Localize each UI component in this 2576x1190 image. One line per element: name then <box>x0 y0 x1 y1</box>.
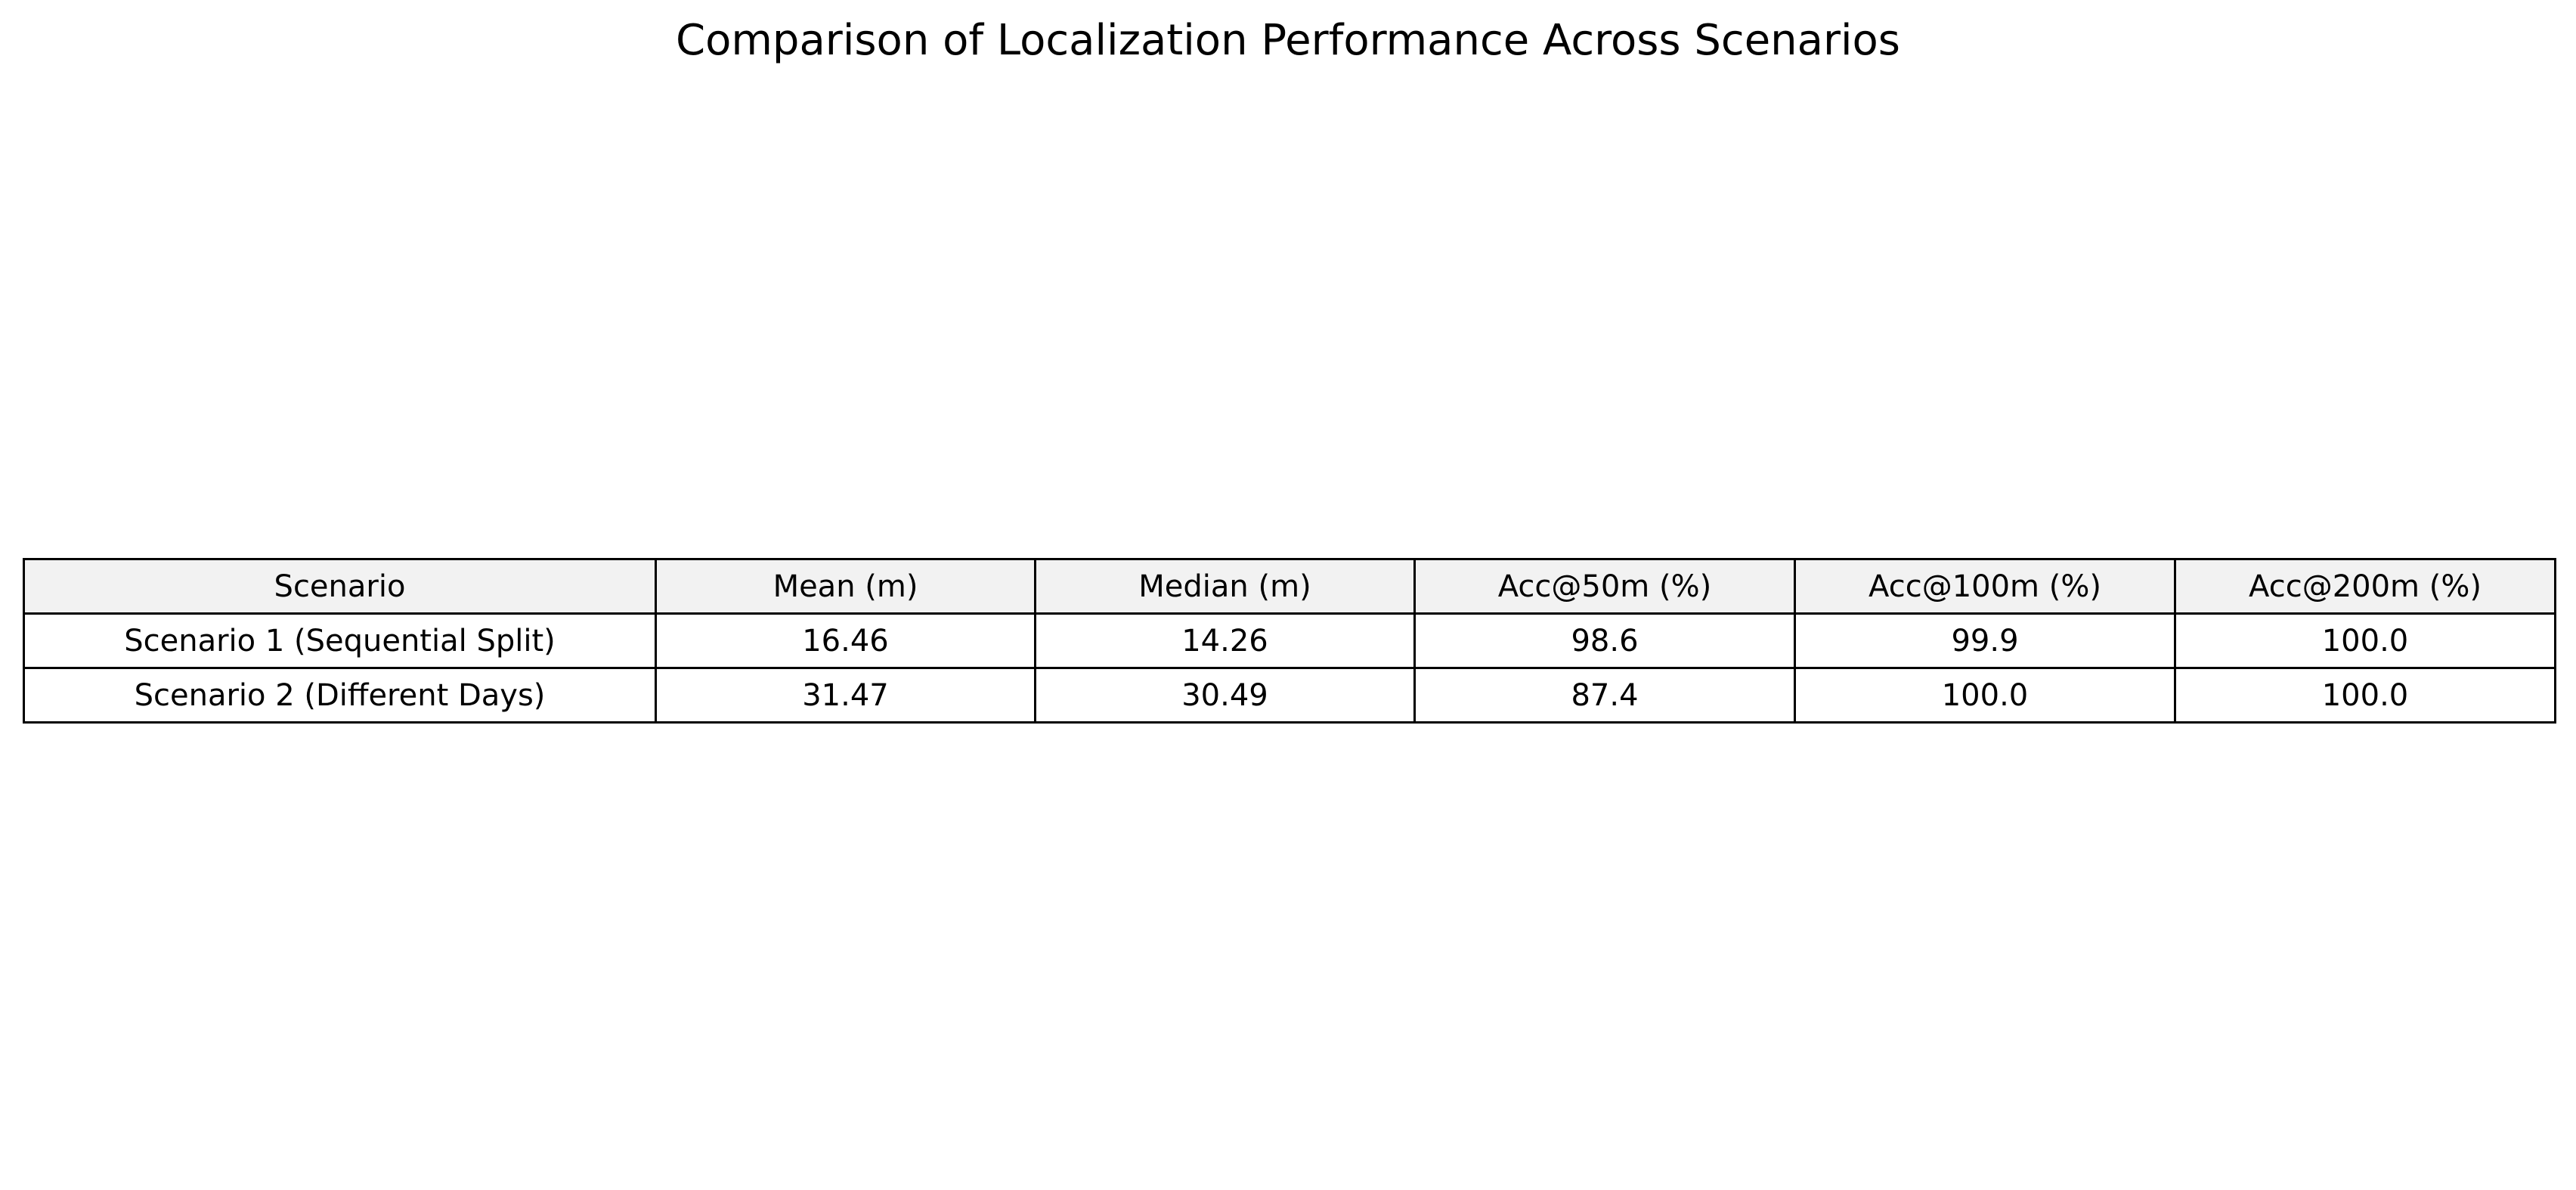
column-header-acc100: Acc@100m (%) <box>1794 558 2176 615</box>
table-row: Scenario 1 (Sequential Split) 16.46 14.2… <box>23 612 2556 669</box>
cell-acc200: 100.0 <box>2174 667 2556 724</box>
cell-acc50: 87.4 <box>1413 667 1796 724</box>
column-header-mean: Mean (m) <box>655 558 1036 615</box>
cell-median: 14.26 <box>1034 612 1416 669</box>
cell-acc200: 100.0 <box>2174 612 2556 669</box>
cell-scenario: Scenario 2 (Different Days) <box>23 667 657 724</box>
cell-acc100: 100.0 <box>1794 667 2176 724</box>
cell-acc100: 99.9 <box>1794 612 2176 669</box>
column-header-acc200: Acc@200m (%) <box>2174 558 2556 615</box>
chart-title: Comparison of Localization Performance A… <box>676 16 1900 65</box>
column-header-scenario: Scenario <box>23 558 657 615</box>
column-header-acc50: Acc@50m (%) <box>1413 558 1796 615</box>
table-header-row: Scenario Mean (m) Median (m) Acc@50m (%)… <box>23 558 2556 615</box>
table-row: Scenario 2 (Different Days) 31.47 30.49 … <box>23 667 2556 724</box>
cell-mean: 16.46 <box>655 612 1036 669</box>
results-table: Scenario Mean (m) Median (m) Acc@50m (%)… <box>23 558 2556 724</box>
cell-scenario: Scenario 1 (Sequential Split) <box>23 612 657 669</box>
column-header-median: Median (m) <box>1034 558 1416 615</box>
cell-acc50: 98.6 <box>1413 612 1796 669</box>
cell-mean: 31.47 <box>655 667 1036 724</box>
cell-median: 30.49 <box>1034 667 1416 724</box>
